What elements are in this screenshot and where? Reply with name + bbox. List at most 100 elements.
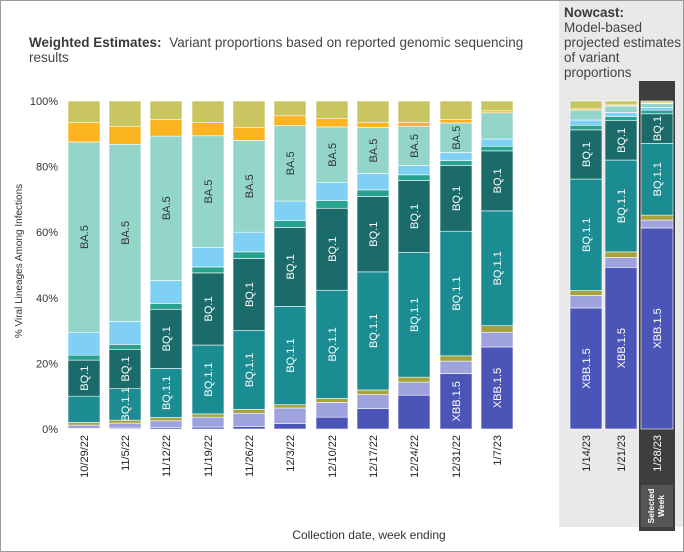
bar-segment (480, 325, 514, 333)
bar-segment (397, 100, 431, 123)
bar-segment-label: BQ.1.1 (652, 162, 664, 196)
bar-segment (191, 246, 225, 268)
y-tick-label: 80% (36, 162, 58, 174)
bar-segment-label: BA.5 (409, 134, 421, 158)
y-tick-label: 40% (36, 293, 58, 305)
bar-segment (569, 290, 603, 296)
bar-segment (356, 127, 390, 174)
bar-segment (149, 368, 183, 418)
bar-segment (604, 251, 638, 258)
bar-segment (67, 141, 101, 333)
bar-segment (67, 359, 101, 397)
bar-segment (108, 344, 142, 350)
bar-segment-label: BQ.1.1 (368, 314, 380, 348)
bar-segment (569, 124, 603, 131)
bar-segment (569, 295, 603, 309)
bar-labels-group: BQ.1 BA.5 BQ.1.1 BQ.1 BA.5 BQ.1.1 BQ.1 BA.5 BQ.1… (79, 116, 664, 422)
bar-segment (640, 107, 674, 111)
x-tick-label: 11/12/22 (161, 435, 173, 477)
bar-segment-label: XBB.1.5 (492, 368, 504, 408)
bar-segment-label: XBB.1.5 (652, 308, 664, 348)
bar-segment (439, 160, 473, 166)
bar-segment (108, 321, 142, 345)
y-tick-label: 60% (36, 227, 58, 239)
bar-segment (397, 165, 431, 176)
bar-segment (232, 426, 266, 430)
bar-segment (315, 126, 349, 183)
bar-segment-label: BQ.1.1 (616, 189, 628, 223)
x-tick-label: 12/24/22 (409, 435, 421, 478)
bar-segment (191, 122, 225, 137)
x-tick-label: 11/26/22 (244, 435, 256, 477)
x-tick-label: 12/31/22 (451, 435, 463, 478)
bar-segment (569, 129, 603, 180)
bar-segment (569, 100, 603, 110)
x-axis: 10/29/22 11/5/22 11/12/22 11/19/22 11/26/22 1… (79, 435, 664, 478)
selected-week-badge[interactable] (641, 485, 673, 527)
nowcast-line-1: Model-based (564, 20, 642, 35)
bar-segment-label: BA.5 (79, 225, 91, 249)
bar-segment (439, 355, 473, 362)
bar-segment-label: BQ.1.1 (327, 327, 339, 361)
y-tick-label: 0% (42, 424, 58, 436)
bar-segment (604, 257, 638, 268)
bar-segment (480, 210, 514, 326)
bar-segment-label: BQ.1 (409, 204, 421, 229)
x-tick-label: 10/29/22 (79, 435, 91, 478)
bar-segment-label: XBB.1.5 (451, 381, 463, 421)
bar-segment (397, 122, 431, 127)
bar-segment (67, 122, 101, 143)
bar-segment (480, 331, 514, 348)
bar-segment (439, 100, 473, 120)
bar-segment-label: BA.5 (451, 126, 463, 150)
bar-segment-label: BQ.1 (327, 237, 339, 262)
bar-segment-label: BQ.1.1 (409, 298, 421, 332)
bar-segment (108, 422, 142, 429)
bar-segment (640, 143, 674, 216)
x-tick-label: 1/7/23 (492, 435, 504, 466)
bar-segment (191, 416, 225, 428)
bar-segment (67, 354, 101, 361)
x-tick-label: 12/10/22 (327, 435, 339, 478)
bar-segment (232, 409, 266, 414)
selected-week-label-line1: Selected (646, 489, 656, 524)
bar-segment (315, 200, 349, 209)
bar-segment-label: BQ.1.1 (492, 251, 504, 285)
bar-segment-label: BA.5 (327, 143, 339, 167)
y-tick-label: 20% (36, 358, 58, 370)
bar-segment (356, 100, 390, 123)
bars-group (67, 100, 674, 430)
bar-segment-label: BA.5 (285, 151, 297, 175)
bar-segment (315, 100, 349, 120)
bar-segment (149, 100, 183, 120)
bar-segment-label: BQ.1 (616, 128, 628, 153)
bar-segment-label: BQ.1 (120, 356, 132, 381)
bar-segment (397, 381, 431, 396)
selected-week-label-line2: Week (656, 495, 666, 517)
bar-segment (191, 100, 225, 123)
bar-segment (356, 394, 390, 409)
nowcast-line-4: proportions (564, 65, 632, 80)
bar-segment (149, 280, 183, 304)
bar-segment (273, 100, 307, 117)
bar-segment (397, 394, 431, 430)
bar-segment (604, 112, 638, 117)
bar-segment (273, 125, 307, 202)
bar-segment (108, 125, 142, 145)
bar-segment-label: BQ.1 (492, 168, 504, 193)
bar-segment (67, 422, 101, 426)
bar-segment (67, 395, 101, 423)
chart-title: Weighted Estimates: Variant proportions … (29, 35, 523, 50)
bar-segment (439, 119, 473, 124)
bar-segment (149, 420, 183, 428)
bar-segment (315, 416, 349, 430)
bar-segment (67, 331, 101, 356)
bar-segment (604, 105, 638, 113)
bar-segment (640, 219, 674, 229)
bar-segment (273, 423, 307, 430)
bar-segment (480, 112, 514, 140)
bar-segment (232, 100, 266, 128)
bar-segment (397, 174, 431, 181)
bar-segment (397, 252, 431, 378)
